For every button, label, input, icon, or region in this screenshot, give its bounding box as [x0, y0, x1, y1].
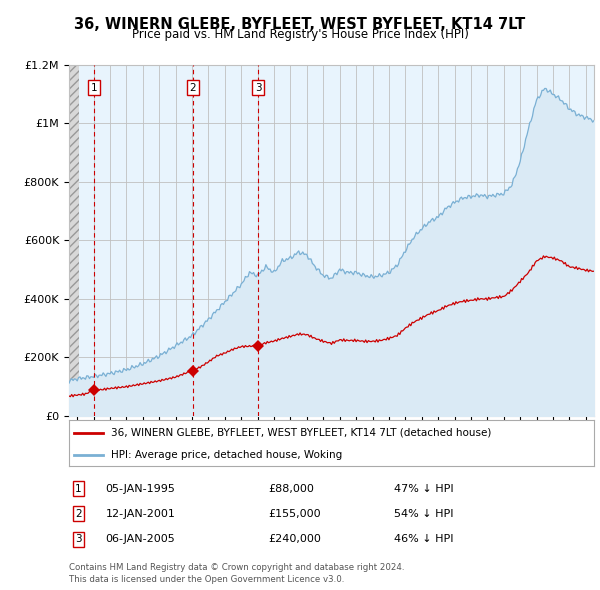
Text: 3: 3: [75, 534, 82, 544]
Text: 1: 1: [75, 484, 82, 493]
Text: 2: 2: [75, 509, 82, 519]
Text: Contains HM Land Registry data © Crown copyright and database right 2024.: Contains HM Land Registry data © Crown c…: [69, 563, 404, 572]
Text: 05-JAN-1995: 05-JAN-1995: [106, 484, 176, 493]
Text: £88,000: £88,000: [269, 484, 314, 493]
Text: HPI: Average price, detached house, Woking: HPI: Average price, detached house, Woki…: [111, 450, 342, 460]
Text: 12-JAN-2001: 12-JAN-2001: [106, 509, 176, 519]
Text: 47% ↓ HPI: 47% ↓ HPI: [395, 484, 454, 493]
Text: 1: 1: [91, 83, 98, 93]
Text: 3: 3: [255, 83, 262, 93]
Text: 54% ↓ HPI: 54% ↓ HPI: [395, 509, 454, 519]
Text: 36, WINERN GLEBE, BYFLEET, WEST BYFLEET, KT14 7LT (detached house): 36, WINERN GLEBE, BYFLEET, WEST BYFLEET,…: [111, 428, 491, 438]
Text: 06-JAN-2005: 06-JAN-2005: [106, 534, 176, 544]
Text: 46% ↓ HPI: 46% ↓ HPI: [395, 534, 454, 544]
Text: This data is licensed under the Open Government Licence v3.0.: This data is licensed under the Open Gov…: [69, 575, 344, 584]
Text: 2: 2: [190, 83, 196, 93]
Text: £240,000: £240,000: [269, 534, 322, 544]
Text: 36, WINERN GLEBE, BYFLEET, WEST BYFLEET, KT14 7LT: 36, WINERN GLEBE, BYFLEET, WEST BYFLEET,…: [74, 17, 526, 31]
Text: Price paid vs. HM Land Registry's House Price Index (HPI): Price paid vs. HM Land Registry's House …: [131, 28, 469, 41]
Bar: [69, 65, 79, 416]
Text: £155,000: £155,000: [269, 509, 321, 519]
